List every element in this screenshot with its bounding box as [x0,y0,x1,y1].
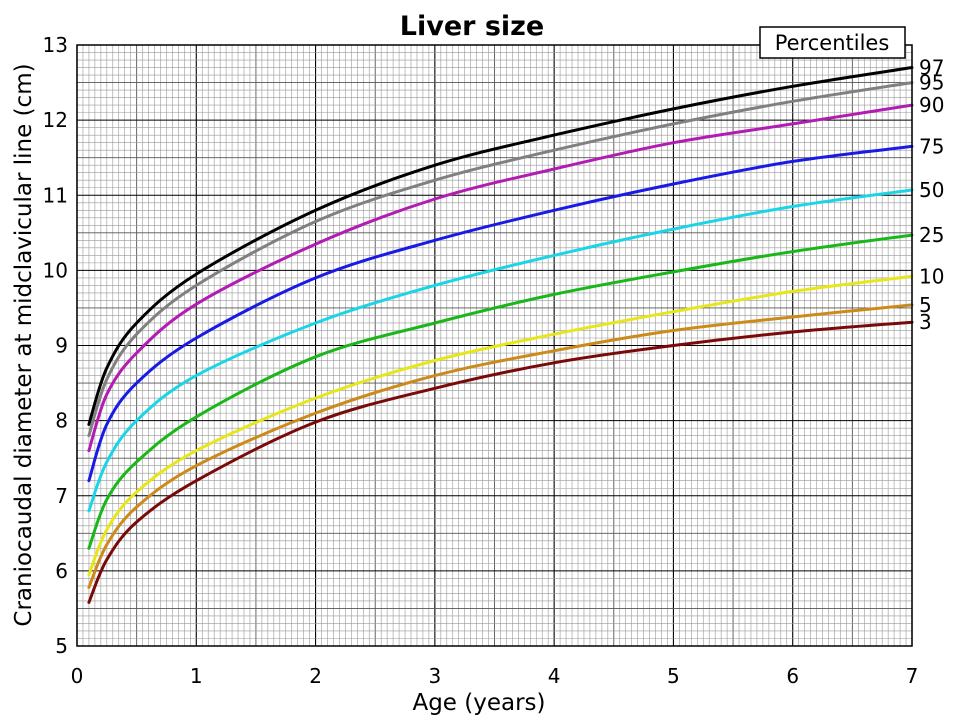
percentile-curve-97 [87,66,914,426]
percentile-curve-5 [87,303,914,589]
legend-title: Percentiles [775,31,890,55]
chart-title: Liver size [400,11,544,42]
percentile-label-3: 3 [919,310,932,334]
percentile-label-10: 10 [919,264,944,288]
percentile-label-50: 50 [919,178,944,202]
percentile-label-95: 95 [919,71,944,95]
x-axis-label: Age (years) [412,690,545,716]
y-axis-ticks: 5 6 7 8 9 10 11 12 13 [43,33,68,658]
percentile-curves [87,66,914,604]
x-tick-label: 7 [906,664,919,688]
plot-area-border [76,44,913,647]
x-tick-label: 5 [667,664,680,688]
x-axis-ticks: 0 1 2 3 4 5 6 7 [71,664,919,688]
y-tick-label: 9 [55,334,68,358]
x-tick-label: 4 [548,664,561,688]
y-tick-label: 7 [55,484,68,508]
percentile-curve-3 [87,320,914,604]
x-tick-label: 0 [71,664,84,688]
y-tick-label: 13 [43,33,68,57]
y-tick-label: 8 [55,409,68,433]
percentile-curve-90 [87,103,914,453]
x-tick-label: 2 [309,664,322,688]
percentile-curve-50 [87,188,914,513]
percentile-curve-25 [87,233,914,550]
y-tick-label: 5 [55,634,68,658]
percentile-label-5: 5 [919,293,932,317]
percentile-curve-75 [87,144,914,483]
percentile-label-75: 75 [919,134,944,158]
legend-box [759,26,906,59]
percentile-label-97: 97 [919,56,944,80]
x-tick-label: 3 [428,664,441,688]
percentile-label-90: 90 [919,93,944,117]
percentile-curve-95 [87,81,914,438]
x-tick-label: 1 [190,664,203,688]
percentile-curve-10 [87,274,914,577]
y-tick-label: 10 [43,258,68,282]
x-tick-label: 6 [786,664,799,688]
y-tick-label: 6 [55,559,68,583]
y-axis-label: Craniocaudal diameter at midclavicular l… [11,63,37,626]
y-tick-label: 11 [43,183,68,207]
percentile-label-25: 25 [919,223,944,247]
y-tick-label: 12 [43,108,68,132]
